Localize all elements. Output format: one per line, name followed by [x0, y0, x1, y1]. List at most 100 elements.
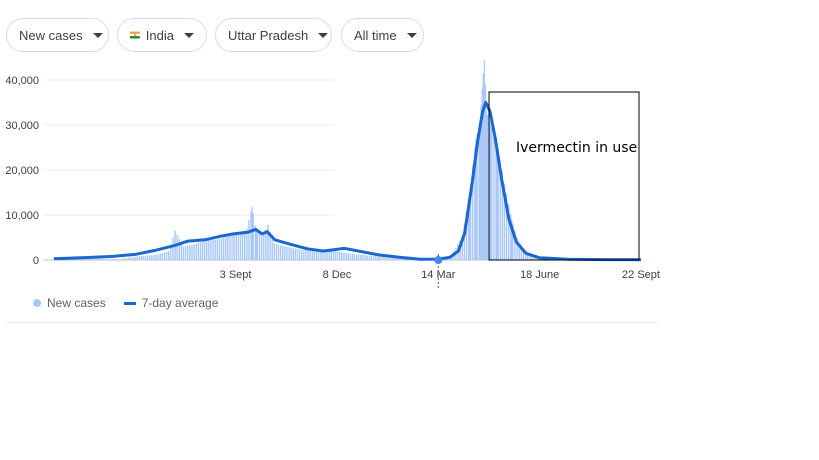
time-range-dropdown-label: All time	[354, 27, 397, 43]
new-cases-legend-dot	[33, 299, 41, 307]
new-cases-bar	[132, 257, 134, 260]
new-cases-bar	[111, 258, 113, 260]
new-cases-bar	[108, 258, 111, 260]
new-cases-bar	[87, 258, 90, 260]
new-cases-spike-bar	[503, 183, 505, 260]
new-cases-bar	[474, 147, 476, 260]
new-cases-bar	[472, 165, 474, 260]
new-cases-bar	[165, 251, 168, 260]
legend-seven-day-average: 7-day average	[141, 296, 219, 310]
new-cases-bar	[501, 171, 504, 260]
annotation-box	[488, 91, 640, 261]
new-cases-bar	[127, 257, 130, 260]
new-cases-bar	[222, 237, 225, 260]
new-cases-bar	[193, 244, 195, 260]
new-cases-bar	[339, 251, 341, 260]
new-cases-spike-bar	[255, 231, 257, 260]
new-cases-bar	[284, 246, 286, 260]
new-cases-bar	[241, 233, 244, 260]
new-cases-spike-bar	[483, 60, 485, 261]
new-cases-bar	[493, 134, 495, 260]
country-dropdown[interactable]: India	[117, 18, 207, 52]
new-cases-bar	[467, 198, 470, 260]
new-cases-bar	[282, 245, 284, 260]
new-cases-bar	[360, 254, 362, 260]
new-cases-spike-bar	[267, 224, 269, 260]
new-cases-bar	[229, 236, 231, 260]
new-cases-bar	[197, 242, 199, 260]
y-tick-label: 30,000	[5, 120, 39, 132]
new-cases-bar	[330, 250, 333, 260]
new-cases-bar	[486, 114, 489, 260]
new-cases-bar	[208, 240, 210, 260]
metric-dropdown-label: New cases	[19, 27, 83, 43]
new-cases-bar	[136, 256, 138, 260]
new-cases-bar	[298, 249, 301, 260]
new-cases-bar	[377, 256, 379, 260]
region-dropdown[interactable]: Uttar Pradesh	[215, 18, 332, 52]
new-cases-bar	[499, 160, 501, 260]
new-cases-bar	[100, 258, 102, 260]
y-tick-label: 10,000	[5, 210, 39, 222]
new-cases-spike-bar	[251, 206, 253, 260]
new-cases-bar	[345, 252, 347, 260]
new-cases-bar	[244, 233, 246, 260]
india-flag-icon	[130, 31, 140, 39]
new-cases-bar	[393, 257, 396, 260]
new-cases-bar	[187, 245, 189, 260]
new-cases-bar	[362, 254, 364, 260]
new-cases-bar	[231, 235, 233, 260]
new-cases-bar	[184, 246, 187, 260]
new-cases-bar	[130, 257, 132, 260]
new-cases-bar	[140, 256, 142, 260]
new-cases-spike-bar	[490, 125, 492, 260]
new-cases-bar	[68, 259, 71, 260]
new-cases-bar	[387, 257, 390, 260]
new-cases-bar	[520, 246, 523, 260]
new-cases-bar	[134, 256, 136, 260]
new-cases-bar	[518, 243, 520, 260]
new-cases-bar	[341, 252, 343, 260]
metric-dropdown[interactable]: New cases	[6, 18, 109, 52]
x-tick-label: 22 Sept	[622, 269, 660, 281]
new-cases-bar	[476, 134, 478, 260]
chevron-down-icon	[184, 32, 194, 38]
new-cases-bar	[507, 204, 510, 260]
y-axis-ticks: 40,000 30,000 20,000 10,000 0	[5, 75, 39, 267]
new-cases-bar	[98, 258, 100, 260]
new-cases-spike-bar	[481, 89, 483, 260]
new-cases-bar	[271, 239, 273, 260]
new-cases-bar	[290, 247, 292, 260]
new-cases-bar	[396, 258, 398, 260]
new-cases-bar	[92, 258, 94, 260]
new-cases-bar	[495, 140, 497, 260]
new-cases-bar	[96, 258, 98, 260]
new-cases-bar	[265, 229, 267, 260]
new-cases-bar	[191, 244, 193, 260]
new-cases-bar	[317, 250, 320, 260]
new-cases-spike-bar	[475, 138, 477, 260]
new-cases-bar	[163, 252, 166, 260]
new-cases-bar	[142, 255, 145, 260]
new-cases-spike-bar	[485, 111, 488, 260]
new-cases-bar	[510, 214, 512, 260]
y-tick-label: 20,000	[5, 165, 39, 177]
new-cases-bar	[237, 234, 240, 260]
new-cases-bar	[305, 250, 307, 260]
new-cases-bar	[358, 254, 360, 260]
new-cases-bar	[478, 125, 480, 260]
new-cases-bar	[79, 258, 81, 260]
new-cases-bar	[303, 250, 305, 260]
new-cases-bar	[311, 250, 314, 260]
hover-marker-dot[interactable]	[434, 256, 443, 264]
new-cases-bar	[94, 258, 96, 260]
new-cases-bar	[233, 235, 235, 260]
new-cases-bar	[315, 250, 318, 260]
new-cases-bar	[288, 247, 290, 260]
chevron-down-icon	[92, 32, 103, 38]
new-cases-bar	[372, 256, 375, 260]
time-range-dropdown[interactable]: All time	[341, 18, 424, 52]
legend-new-cases: New cases	[47, 296, 106, 310]
new-cases-spike-bar	[496, 143, 498, 260]
